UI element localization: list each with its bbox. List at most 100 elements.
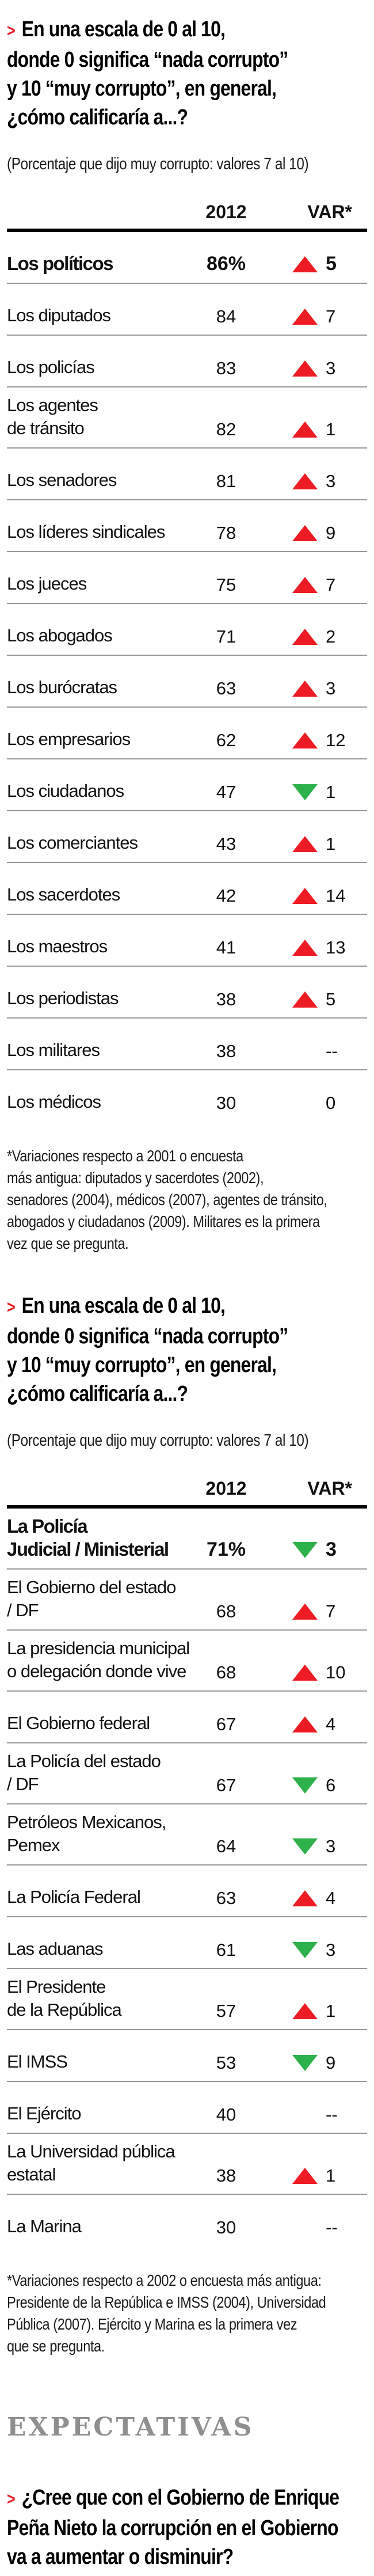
table-row: Los líderes sindicales 78 9: [7, 499, 367, 551]
table-row: Los agentes de tránsito 82 1: [7, 386, 367, 447]
row-label: Los diputados: [7, 305, 111, 325]
down-triangle-icon: [292, 1541, 318, 1558]
up-triangle-icon: [292, 2168, 318, 2184]
row-var-value: 1: [326, 2165, 336, 2186]
row-value-2012: 86%: [206, 253, 246, 275]
up-triangle-icon: [292, 309, 318, 325]
row-value-2012: 71%: [206, 1538, 246, 1560]
row-value-2012: 53: [216, 2053, 236, 2073]
row-var: 13: [258, 937, 367, 958]
table-row: Los sacerdotes 42 14: [7, 862, 367, 914]
row-var-value: 9: [326, 523, 336, 543]
row-label: El IMSS: [7, 2051, 68, 2072]
table-row: Los militares 38 --: [7, 1017, 367, 1069]
col-header-var: VAR*: [307, 202, 352, 222]
row-value-2012: 43: [216, 834, 236, 854]
footnote-people: *Variaciones respecto a 2001 o encuesta …: [7, 1147, 327, 1252]
down-triangle-icon: [292, 2055, 318, 2071]
row-var-value: 3: [326, 471, 336, 491]
table-row: Los médicos 30 0: [7, 1069, 367, 1121]
row-var: --: [258, 2104, 367, 2125]
table-row: Los maestros 41 13: [7, 914, 367, 966]
row-var-value: 3: [326, 1940, 336, 1960]
row-label: El Gobierno del estado / DF: [7, 1577, 176, 1620]
row-label: La Marina: [7, 2216, 82, 2236]
row-var-value: 5: [326, 253, 337, 275]
row-label: Los médicos: [7, 1092, 101, 1112]
table-row: Los ciudadanos 47 1: [7, 758, 367, 810]
row-label: Los jueces: [7, 573, 87, 594]
row-value-2012: 75: [216, 575, 236, 595]
row-var: 1: [258, 2165, 367, 2186]
row-var-value: --: [326, 2104, 338, 2125]
row-var: 7: [258, 306, 367, 327]
row-label: Los maestros: [7, 936, 108, 956]
row-var: 7: [258, 1601, 367, 1622]
row-var: 9: [258, 2053, 367, 2073]
table-row: La Policía del estado / DF 67 6: [7, 1742, 367, 1803]
row-var-value: 13: [326, 937, 346, 958]
row-label: Los senadores: [7, 470, 117, 490]
up-triangle-icon: [292, 577, 318, 593]
question-title-3: > ¿Cree que con el Gobierno de Enrique Pe…: [7, 2483, 367, 2571]
table-row: El Ejército 40 --: [7, 2081, 367, 2133]
row-var: 14: [258, 886, 367, 906]
row-value-2012: 82: [216, 419, 236, 439]
row-value-2012: 42: [216, 886, 236, 906]
table-row: Los comerciantes 43 1: [7, 810, 367, 862]
row-var-value: 3: [326, 678, 336, 698]
row-var-value: 7: [326, 575, 336, 595]
row-var: --: [258, 1041, 367, 1062]
section-survey-institutions: > En una escala de 0 al 10, donde 0 signi…: [7, 1291, 367, 2357]
col-header-empty: [7, 202, 194, 223]
row-var-value: 1: [326, 834, 336, 854]
row-value-2012: 47: [216, 782, 236, 802]
table-row: Los empresarios 62 12: [7, 706, 367, 758]
row-var-value: 6: [326, 1775, 336, 1795]
question-title-1: > En una escala de 0 al 10, donde 0 signi…: [7, 15, 367, 132]
table-row: Las aduanas 61 3: [7, 1916, 367, 1968]
row-var-value: 5: [326, 989, 336, 1009]
row-var-value: 3: [326, 358, 336, 378]
up-triangle-icon: [292, 473, 318, 489]
section-survey-people: > En una escala de 0 al 10, donde 0 signi…: [7, 15, 367, 1255]
col-header-empty: [7, 1478, 194, 1499]
row-var-value: 10: [326, 1662, 346, 1682]
row-label: Los comerciantes: [7, 833, 138, 853]
col-header-2012: 2012: [205, 202, 247, 222]
row-var: 9: [258, 523, 367, 544]
row-label: La Policía Judicial / Ministerial: [7, 1515, 169, 1560]
question-text: En una escala de 0 al 10, donde 0 signif…: [7, 1294, 288, 1406]
row-label: El Ejército: [7, 2103, 82, 2123]
table-row: La Policía Federal 63 4: [7, 1864, 367, 1916]
table-header: 2012 VAR*: [7, 202, 367, 232]
row-var-value: 1: [326, 782, 336, 802]
row-var-value: 0: [326, 1093, 336, 1113]
up-triangle-icon: [292, 836, 318, 852]
row-value-2012: 67: [216, 1714, 236, 1734]
down-triangle-icon: [292, 1942, 318, 1958]
table-row: Los periodistas 38 5: [7, 966, 367, 1017]
row-var-value: 7: [326, 1601, 336, 1621]
table-row: Los burócratas 63 3: [7, 655, 367, 706]
row-value-2012: 71: [216, 626, 236, 647]
row-var-value: 1: [326, 419, 336, 439]
row-var: 0: [258, 1093, 367, 1114]
up-triangle-icon: [292, 629, 318, 645]
row-var-value: 14: [326, 886, 346, 906]
table-row: Los senadores 81 3: [7, 447, 367, 499]
row-label: Los empresarios: [7, 729, 131, 749]
chevron-bullet-icon: >: [7, 1298, 16, 1317]
row-value-2012: 62: [216, 730, 236, 750]
table-row: La presidencia municipal o delegación do…: [7, 1629, 367, 1690]
row-value-2012: 68: [216, 1601, 236, 1621]
row-value-2012: 81: [216, 471, 236, 491]
table-row: Los políticos 86% 5: [7, 232, 367, 283]
row-value-2012: 30: [216, 1093, 236, 1113]
row-label: Los agentes de tránsito: [7, 395, 98, 438]
up-triangle-icon: [292, 681, 318, 697]
question-text: ¿Cree que con el Gobierno de Enrique Peñ…: [7, 2486, 339, 2569]
up-triangle-icon: [292, 2003, 318, 2019]
row-value-2012: 64: [216, 1836, 236, 1856]
expectations-heading: EXPECTATIVAS: [7, 2412, 254, 2442]
